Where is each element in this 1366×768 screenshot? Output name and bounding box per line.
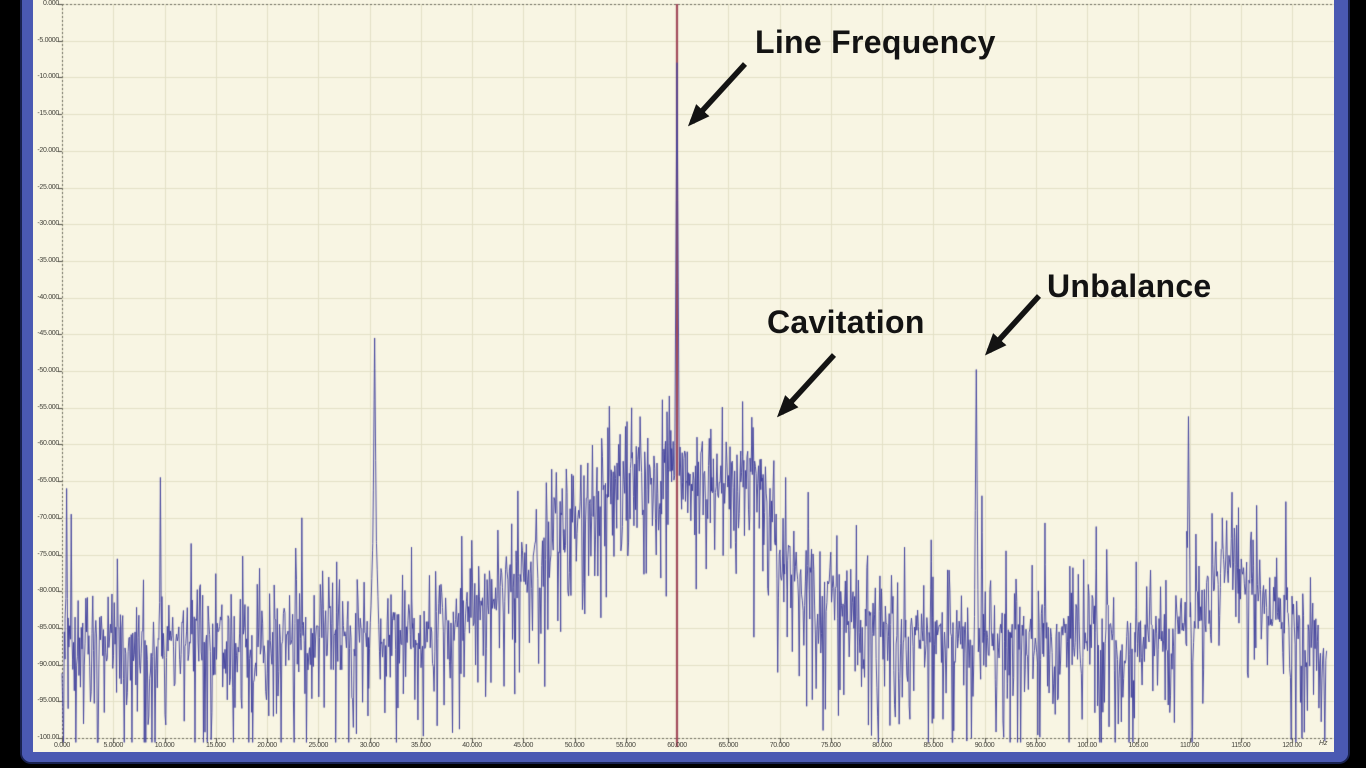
x-axis-unit-label: Hz (1319, 740, 1328, 747)
x-tick-label: 40.000 (462, 742, 482, 749)
annotation-cavitation: Cavitation (767, 304, 925, 340)
y-tick-label: -20.000 (37, 146, 59, 154)
x-tick-label: 35.000 (410, 742, 431, 749)
x-tick-label: 95.000 (1025, 742, 1046, 749)
spectrum-plot-canvas[interactable] (33, 0, 1334, 752)
y-tick-label: -15.000 (37, 110, 59, 118)
x-tick-label: 90.000 (974, 742, 995, 749)
x-tick-label: 70.000 (769, 742, 790, 749)
y-tick-label: -90.000 (37, 660, 59, 668)
annotation-unbalance: Unbalance (1047, 268, 1212, 304)
x-tick-label: 60.000 (667, 742, 687, 749)
x-tick-label: 20.000 (257, 742, 277, 749)
x-tick-label: 50.000 (564, 742, 585, 749)
y-tick-label: -30.000 (37, 220, 59, 228)
y-tick-label: -75.000 (37, 550, 59, 558)
x-tick-label: 65.000 (718, 742, 739, 749)
x-tick-label: 30.000 (359, 742, 380, 749)
x-tick-label: 10.000 (154, 742, 175, 749)
x-tick-label: 45.000 (513, 742, 534, 749)
x-tick-label: 25.000 (308, 742, 329, 749)
x-tick-label: 100.00 (1077, 742, 1097, 749)
y-tick-label: -55.000 (37, 403, 59, 411)
x-tick-label: 5.0000 (103, 742, 124, 749)
y-tick-label: 0.000 (42, 0, 59, 7)
y-tick-label: -65.000 (37, 477, 59, 485)
y-tick-label: -45.000 (37, 330, 59, 338)
x-tick-label: 75.000 (820, 742, 841, 749)
y-tick-label: -40.000 (37, 293, 59, 301)
y-tick-label: -85.000 (37, 623, 59, 631)
y-tick-label: -60.000 (37, 440, 59, 448)
y-tick-label: -5.0000 (37, 36, 59, 44)
y-tick-label: -80.000 (37, 587, 59, 595)
y-tick-label: -25.000 (37, 183, 59, 191)
y-tick-label: -95.000 (37, 697, 59, 705)
x-tick-label: 120.00 (1282, 742, 1302, 749)
annotation-line-frequency: Line Frequency (755, 24, 996, 60)
x-tick-label: 110.00 (1179, 742, 1200, 749)
y-tick-label: -10.000 (37, 73, 59, 81)
y-tick-label: -70.000 (37, 513, 59, 521)
x-tick-label: 105.00 (1128, 742, 1149, 749)
x-tick-label: 0.000 (53, 742, 71, 749)
y-tick-label: -35.000 (37, 256, 59, 264)
chart-area: 0.000 -5.0000 -10.000 -15.000 -20.000 -25.000… (33, 0, 1334, 752)
y-tick-label: -100.00 (37, 734, 59, 741)
x-tick-label: 55.000 (615, 742, 636, 749)
spectrum-analyzer-window: 0.000 -5.0000 -10.000 -15.000 -20.000 -25.000… (22, 0, 1348, 762)
y-tick-label: -50.000 (37, 367, 59, 374)
x-tick-label: 15.000 (205, 742, 226, 749)
x-tick-label: 115.00 (1231, 742, 1251, 749)
x-tick-label: 80.000 (872, 742, 892, 749)
x-tick-label: 85.000 (923, 742, 944, 749)
